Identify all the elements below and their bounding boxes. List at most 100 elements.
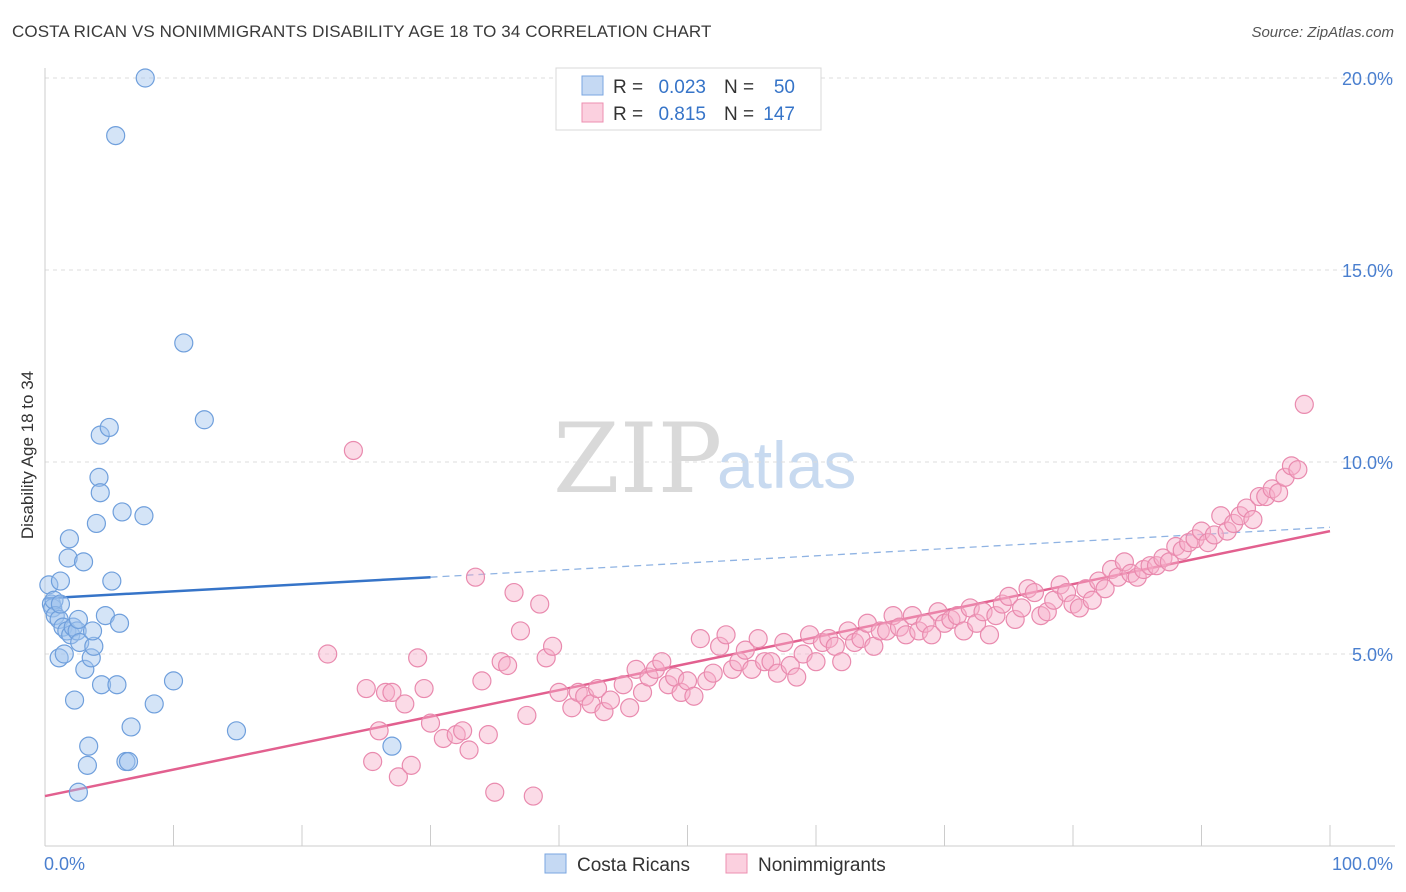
nonimmigrants-point: [485, 782, 505, 802]
nonimmigrants-point: [774, 632, 794, 653]
nonimmigrants-point: [652, 652, 672, 672]
watermark-atlas: atlas: [717, 428, 856, 502]
nonimmigrants-point: [690, 629, 710, 649]
gridlines: [45, 77, 1395, 655]
top-legend: R = 0.023 N = 50 R = 0.815 N = 147: [555, 67, 822, 131]
nonimmigrants-point: [343, 440, 363, 461]
costa-ricans-point: [81, 648, 101, 668]
costa-ricans-trend-line: [44, 575, 431, 600]
costa-ricans-point: [68, 609, 89, 630]
costa-ricans-point: [73, 552, 94, 572]
costa-ricans-point: [144, 694, 164, 714]
costa-ricans-point: [99, 417, 119, 438]
nonimmigrants-point: [909, 621, 929, 641]
nonimmigrants-point: [459, 740, 479, 760]
nonimmigrants-point: [761, 652, 781, 672]
nonimmigrants-point: [896, 625, 916, 645]
costa-ricans-point: [106, 126, 126, 146]
legend-r-value: 0.815: [658, 104, 706, 125]
nonimmigrants-point: [600, 690, 621, 710]
x-tick-label: 0.0%: [44, 854, 85, 874]
costa-ricans-point: [109, 613, 130, 633]
nonimmigrants-point: [735, 640, 755, 660]
nonimmigrants-point: [1198, 533, 1218, 553]
nonimmigrants-point: [992, 594, 1012, 614]
nonimmigrants-point: [1050, 575, 1070, 595]
legend-swatch-costa-ricans: [581, 75, 604, 96]
nonimmigrants-point: [620, 698, 640, 718]
nonimmigrants-point: [356, 678, 376, 699]
nonimmigrants-point: [1089, 571, 1109, 591]
nonimmigrants-points: [318, 394, 1314, 806]
nonimmigrants-point: [703, 663, 723, 683]
legend-n-value: 147: [763, 104, 795, 125]
nonimmigrants-point: [453, 721, 473, 741]
nonimmigrants-point: [613, 675, 633, 695]
nonimmigrants-point: [806, 652, 826, 672]
x-tick-label: 100.0%: [1332, 854, 1393, 874]
nonimmigrants-point: [420, 713, 441, 733]
nonimmigrants-point: [787, 667, 807, 687]
y-axis-title: Disability Age 18 to 34: [18, 371, 37, 539]
costa-ricans-point: [68, 782, 89, 802]
costa-ricans-point: [84, 636, 104, 656]
costa-ricans-trend-extension: [430, 526, 1331, 578]
nonimmigrants-point: [517, 705, 537, 726]
costa-ricans-point: [64, 690, 85, 710]
nonimmigrants-point: [697, 671, 717, 691]
nonimmigrants-point: [504, 582, 524, 603]
nonimmigrants-point: [1056, 582, 1077, 603]
costa-ricans-point: [121, 717, 141, 737]
legend-r-label: R =: [613, 104, 643, 125]
legend-r-value: 0.023: [658, 77, 706, 98]
nonimmigrants-point: [1127, 567, 1147, 587]
nonimmigrants-point: [498, 655, 518, 676]
legend-n-value: 50: [774, 77, 795, 98]
costa-ricans-point: [135, 68, 155, 88]
nonimmigrants-point: [510, 621, 531, 641]
nonimmigrants-point: [722, 659, 743, 679]
y-tick-label: 20.0%: [1342, 69, 1393, 89]
costa-ricans-point: [58, 548, 78, 568]
nonimmigrants-point: [922, 625, 942, 645]
costa-ricans-point: [53, 617, 73, 637]
legend-swatch-nonimmigrants: [725, 853, 748, 874]
nonimmigrants-point: [1294, 394, 1314, 414]
costa-ricans-point: [50, 571, 71, 591]
nonimmigrants-point: [1037, 602, 1057, 622]
legend-label-costa-ricans: Costa Ricans: [577, 855, 690, 876]
costa-ricans-point: [75, 659, 95, 679]
legend-n-label: N =: [724, 104, 754, 125]
costa-ricans-point: [226, 721, 247, 741]
nonimmigrants-point: [710, 636, 730, 656]
legend-swatch-nonimmigrants: [581, 102, 604, 123]
costa-ricans-point: [79, 736, 99, 756]
costa-ricans-points: [39, 68, 402, 802]
watermark-zip: ZIP: [553, 403, 722, 515]
nonimmigrants-point: [1204, 525, 1224, 545]
costa-ricans-point: [54, 644, 74, 664]
nonimmigrants-point: [1114, 552, 1135, 572]
costa-ricans-point: [70, 632, 90, 653]
costa-ricans-point: [50, 594, 71, 614]
nonimmigrants-point: [318, 644, 338, 664]
nonimmigrants-point: [671, 682, 691, 703]
nonimmigrants-point: [1185, 529, 1205, 549]
costa-ricans-point: [174, 333, 194, 353]
costa-ricans-point: [118, 751, 139, 772]
nonimmigrants-point: [523, 786, 543, 806]
nonimmigrants-point: [999, 586, 1019, 607]
trend-lines: [44, 526, 1331, 798]
nonimmigrants-point: [870, 621, 890, 641]
nonimmigrants-point: [979, 625, 1000, 645]
legend-label-nonimmigrants: Nonimmigrants: [758, 855, 886, 876]
costa-ricans-point: [134, 506, 154, 526]
nonimmigrants-point: [395, 694, 415, 714]
nonimmigrants-point: [1024, 582, 1045, 603]
nonimmigrants-point: [549, 682, 569, 703]
costa-ricans-point: [112, 502, 132, 522]
nonimmigrants-point: [408, 648, 428, 668]
nonimmigrants-point: [986, 605, 1006, 626]
costa-ricans-point: [82, 621, 103, 641]
